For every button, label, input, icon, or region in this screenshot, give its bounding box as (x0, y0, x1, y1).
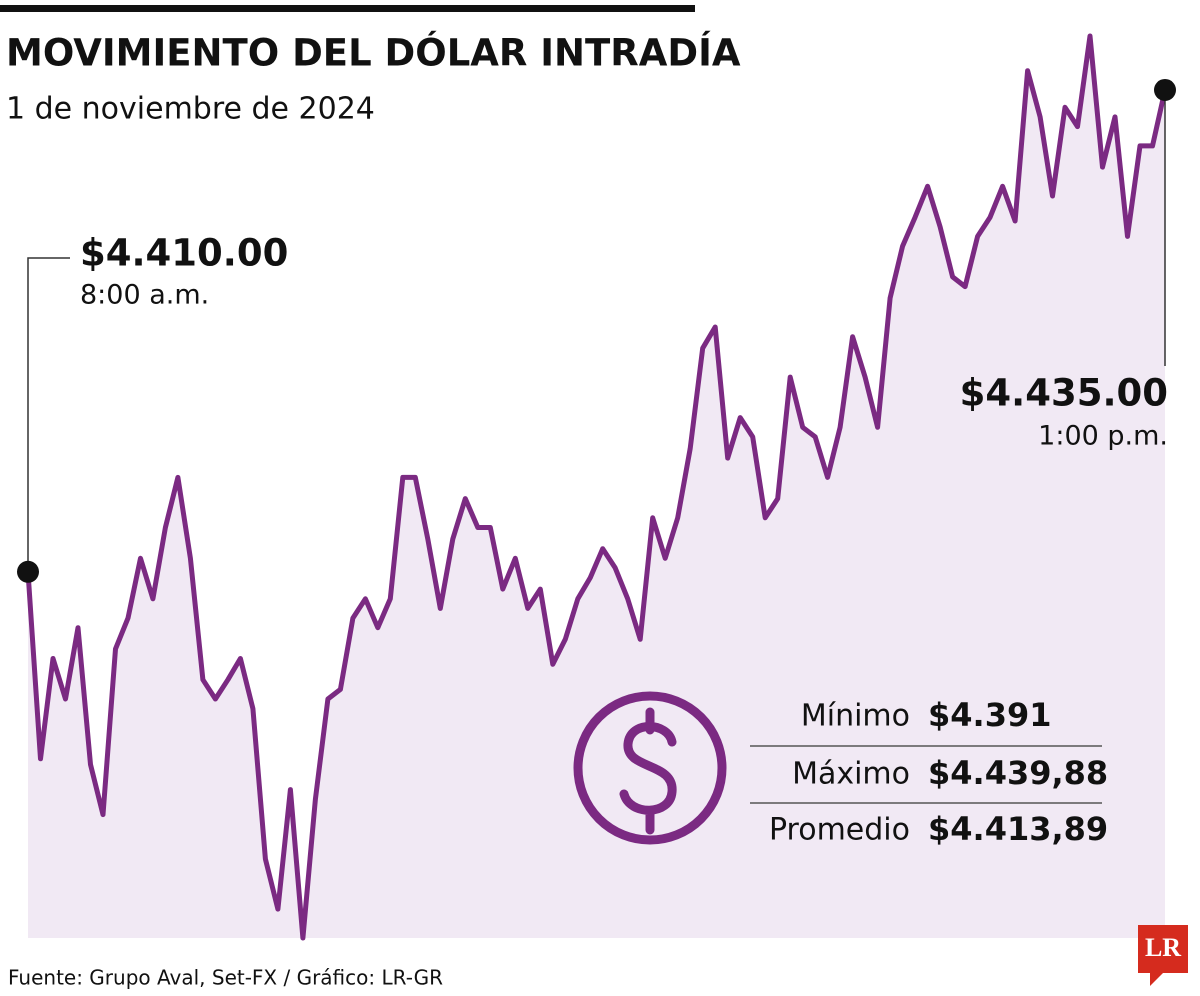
chart-subtitle: 1 de noviembre de 2024 (6, 92, 375, 127)
annotation-value: $4.410.00 (80, 232, 288, 275)
line (25, 33, 1168, 941)
stat-value: $4.391 (928, 696, 1051, 734)
plot (25, 33, 1168, 941)
annotation-time: 1:00 p.m. (1038, 421, 1168, 452)
source: Fuente: Grupo Aval, Set-FX / Gráfico: LR… (8, 966, 443, 990)
logo: LR (1145, 933, 1181, 962)
leader-line (27, 257, 70, 572)
logo-tail (1150, 973, 1163, 986)
end-point (17, 560, 39, 583)
annotation-value: $4.435.00 (960, 372, 1168, 415)
stat-value: $4.413,89 (928, 810, 1108, 848)
area (28, 36, 1165, 938)
dollar-icon (573, 691, 727, 845)
logo-box (1138, 925, 1188, 973)
chart-title: MOVIMIENTO DEL DÓLAR INTRADÍA (6, 31, 741, 75)
stat-label: Máximo (792, 757, 910, 792)
end-point (1154, 78, 1176, 101)
stat-label: Promedio (769, 813, 910, 848)
stat-value: $4.439,88 (928, 754, 1108, 792)
annotation-time: 8:00 a.m. (80, 280, 209, 311)
stat-label: Mínimo (801, 699, 910, 734)
top-bar (0, 5, 695, 12)
